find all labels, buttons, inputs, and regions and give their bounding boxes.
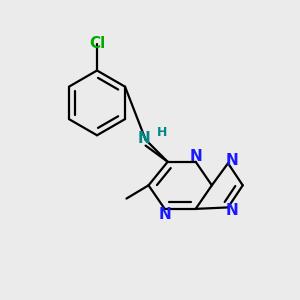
Text: N: N (226, 153, 239, 168)
Text: N: N (226, 203, 239, 218)
Text: H: H (157, 126, 167, 139)
Text: N: N (158, 207, 171, 222)
Text: Cl: Cl (89, 37, 105, 52)
Text: N: N (138, 131, 151, 146)
Text: N: N (189, 149, 202, 164)
